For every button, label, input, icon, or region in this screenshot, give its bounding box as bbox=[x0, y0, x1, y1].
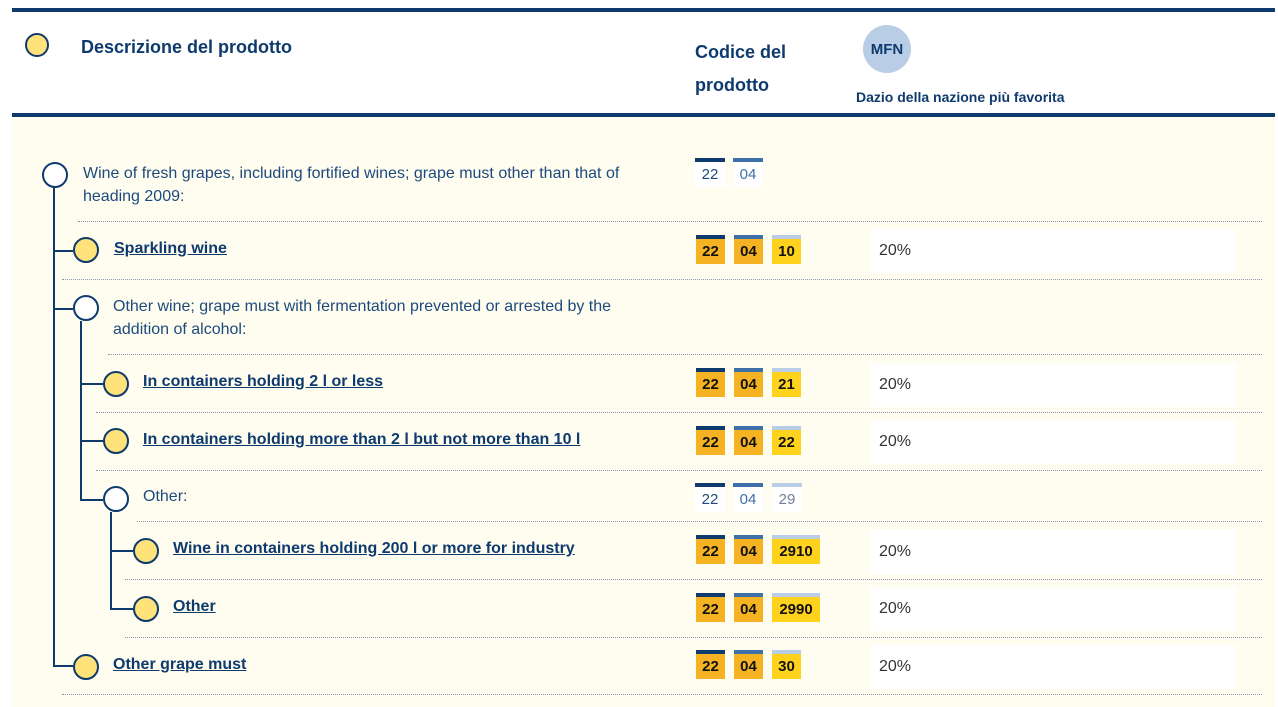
header-circle-icon bbox=[25, 33, 49, 57]
tree-line-level0 bbox=[53, 187, 55, 666]
code-chapter: 22 bbox=[696, 650, 725, 679]
row-separator bbox=[78, 221, 1262, 222]
row-separator bbox=[125, 579, 1262, 580]
link-containers-2l-or-less[interactable]: In containers holding 2 l or less bbox=[143, 373, 384, 390]
link-other-wine-leaf[interactable]: Other bbox=[173, 598, 216, 615]
code-subheading: 30 bbox=[772, 650, 801, 679]
code-subheading: 29 bbox=[772, 483, 802, 512]
header-top-border bbox=[12, 8, 1275, 12]
code-chapter: 22 bbox=[696, 593, 725, 622]
tree-node-open bbox=[42, 162, 68, 188]
link-wine-200l-industry[interactable]: Wine in containers holding 200 l or more… bbox=[173, 540, 575, 557]
tree-line-level1 bbox=[80, 321, 82, 500]
mfn-rate: 20% bbox=[870, 420, 1236, 464]
mfn-badge: MFN bbox=[863, 25, 911, 73]
header-description: Descrizione del prodotto bbox=[81, 37, 293, 57]
row-separator bbox=[96, 470, 1262, 471]
tree-branch-2l bbox=[80, 383, 103, 385]
tree-node-open bbox=[73, 295, 99, 321]
code-chapter: 22 bbox=[696, 235, 725, 264]
code-heading: 04 bbox=[734, 368, 763, 397]
tree-node-leaf bbox=[103, 371, 129, 397]
link-sparkling-wine[interactable]: Sparkling wine bbox=[114, 240, 227, 257]
mfn-rate: 20% bbox=[870, 363, 1236, 407]
code-heading: 04 bbox=[734, 235, 763, 264]
row-separator bbox=[125, 637, 1262, 638]
tree-branch-other-wine bbox=[53, 308, 73, 310]
tree-branch-other-sub bbox=[80, 499, 103, 501]
header-bottom-border bbox=[12, 113, 1275, 117]
tree-node-leaf bbox=[73, 654, 99, 680]
code-chapter: 22 bbox=[696, 426, 725, 455]
row-separator bbox=[62, 694, 1262, 695]
tree-branch-other-leaf bbox=[110, 608, 133, 610]
tree-branch-sparkling bbox=[53, 250, 73, 252]
code-chapter: 22 bbox=[696, 535, 725, 564]
mfn-rate: 20% bbox=[870, 645, 1236, 689]
tree-node-leaf bbox=[133, 538, 159, 564]
tree-branch-grape-must bbox=[53, 665, 73, 667]
link-other-grape-must[interactable]: Other grape must bbox=[113, 656, 247, 673]
tree-line-level2 bbox=[110, 512, 112, 609]
mfn-label: Dazio della nazione più favorita bbox=[856, 89, 1065, 105]
tree-node-leaf bbox=[133, 596, 159, 622]
mfn-rate: 20% bbox=[870, 587, 1236, 631]
code-subheading: 21 bbox=[772, 368, 801, 397]
row-label-wine-fresh-grapes: Wine of fresh grapes, including fortifie… bbox=[83, 165, 620, 205]
link-containers-2l-to-10l[interactable]: In containers holding more than 2 l but … bbox=[143, 431, 581, 448]
row-separator bbox=[108, 354, 1262, 355]
tree-branch-200l bbox=[110, 550, 133, 552]
row-separator bbox=[137, 521, 1262, 522]
code-subheading: 10 bbox=[772, 235, 801, 264]
tree-branch-10l bbox=[80, 440, 103, 442]
row-separator bbox=[96, 412, 1262, 413]
code-chapter: 22 bbox=[695, 483, 725, 512]
code-subheading: 2910 bbox=[772, 535, 820, 564]
header-code: Codice del prodotto bbox=[695, 42, 787, 95]
code-chapter: 22 bbox=[696, 368, 725, 397]
tree-node-leaf bbox=[103, 428, 129, 454]
row-separator bbox=[62, 279, 1262, 280]
tree-node-open bbox=[103, 486, 129, 512]
code-heading: 04 bbox=[733, 158, 763, 187]
code-heading: 04 bbox=[734, 426, 763, 455]
code-heading: 04 bbox=[734, 650, 763, 679]
code-subheading: 22 bbox=[772, 426, 801, 455]
code-heading: 04 bbox=[734, 593, 763, 622]
mfn-rate: 20% bbox=[870, 229, 1236, 273]
table-header bbox=[12, 12, 1275, 114]
code-chapter: 22 bbox=[695, 158, 725, 187]
code-heading: 04 bbox=[733, 483, 763, 512]
code-subheading: 2990 bbox=[772, 593, 820, 622]
tree-node-leaf bbox=[73, 237, 99, 263]
row-label-other-sub: Other: bbox=[143, 488, 188, 505]
mfn-rate: 20% bbox=[870, 530, 1236, 574]
row-label-other-wine: Other wine; grape must with fermentation… bbox=[113, 298, 612, 338]
code-heading: 04 bbox=[734, 535, 763, 564]
